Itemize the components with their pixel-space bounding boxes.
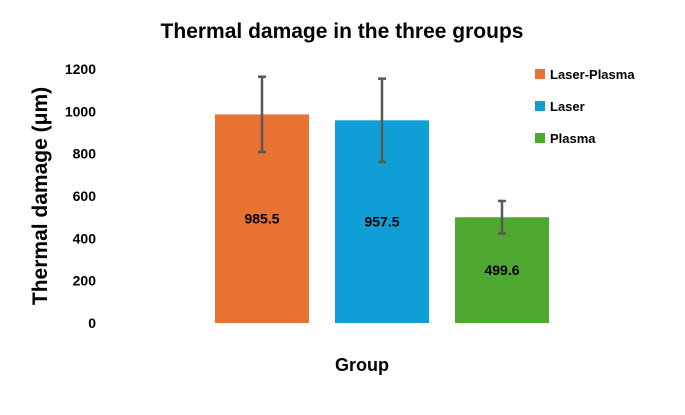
legend-item: Laser-Plasma [535,67,635,82]
chart-title: Thermal damage in the three groups [161,20,524,43]
legend-label: Laser-Plasma [550,67,635,82]
data-label: 985.5 [244,211,279,227]
data-label: 499.6 [484,262,519,278]
data-label: 957.5 [364,214,399,230]
y-tick-label: 1200 [65,61,96,77]
error-bar [258,75,266,154]
y-tick-label: 600 [73,188,97,204]
legend-swatch [535,101,545,111]
x-axis-label: Group [335,355,389,375]
legend-swatch [535,69,545,79]
bar-plasma [455,217,549,323]
legend-item: Plasma [535,131,596,146]
legend-label: Plasma [550,131,596,146]
error-bar [498,199,506,235]
y-tick-label: 400 [73,230,97,246]
y-tick-label: 800 [73,146,97,162]
y-tick-label: 200 [73,273,97,289]
y-tick-label: 1000 [65,103,96,119]
legend-label: Laser [550,99,585,114]
legend-item: Laser [535,99,585,114]
error-bar [378,77,386,164]
y-axis-label: Thermal damage (μm) [29,87,52,305]
y-tick-label: 0 [88,315,96,331]
legend-swatch [535,133,545,143]
